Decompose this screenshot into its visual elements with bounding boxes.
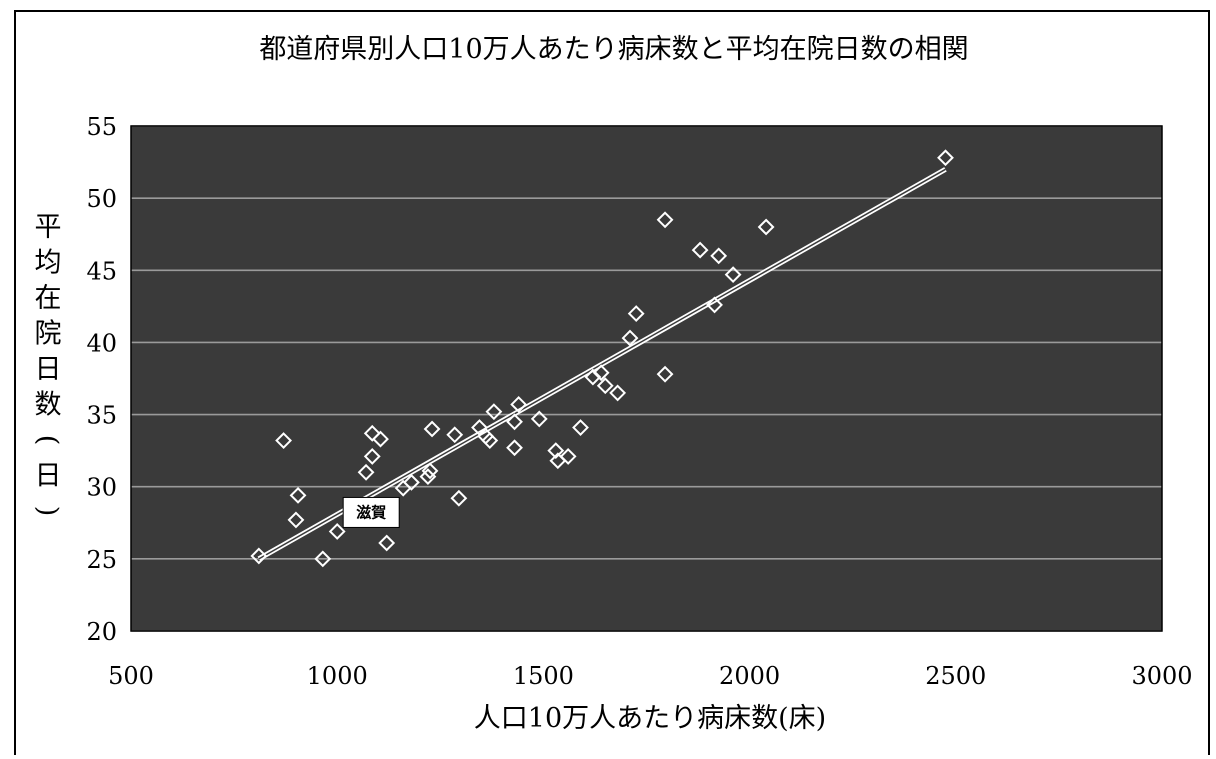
data-point — [627, 305, 645, 322]
trendline-group — [257, 167, 947, 562]
data-point — [584, 368, 602, 386]
annotation-box — [342, 496, 400, 528]
data-points — [250, 149, 954, 568]
y-axis-title-char: 在 — [35, 283, 62, 314]
annotations: 滋賀 — [342, 496, 400, 528]
y-tick-label: 30 — [86, 474, 117, 502]
y-axis-title-char: ) — [32, 506, 63, 517]
gridlines — [130, 125, 1163, 632]
data-point — [421, 462, 439, 480]
data-point — [706, 296, 723, 314]
x-tick-label: 3000 — [1131, 662, 1192, 690]
data-point — [289, 486, 307, 504]
x-tick-label: 2000 — [719, 662, 780, 690]
data-point — [481, 432, 499, 449]
data-point — [363, 448, 381, 465]
y-tick-label: 50 — [86, 185, 117, 213]
chart-frame — [14, 10, 1210, 755]
data-point — [609, 384, 627, 402]
data-point — [596, 377, 614, 395]
data-point — [506, 439, 523, 457]
data-point — [691, 241, 709, 259]
data-point — [510, 396, 528, 413]
data-point — [450, 489, 468, 507]
data-point — [937, 149, 954, 167]
y-tick-label: 35 — [86, 402, 117, 430]
data-point — [423, 420, 441, 438]
data-point — [378, 534, 396, 552]
y-tick-label: 55 — [86, 113, 117, 141]
data-point — [403, 473, 420, 491]
data-point — [656, 211, 674, 229]
data-point — [724, 266, 742, 284]
x-tick-label: 2500 — [925, 662, 986, 690]
chart-title: 都道府県別人口10万人あたり病床数と平均在院日数の相関 — [259, 34, 968, 65]
x-tick-label: 1500 — [513, 662, 574, 690]
data-point — [328, 523, 346, 540]
x-tick-labels: 500 1000 1500 2000 2500 3000 — [108, 662, 1192, 690]
data-point — [275, 432, 293, 449]
data-point — [559, 448, 577, 465]
data-point — [572, 419, 589, 436]
x-axis-title: 人口10万人あたり病床数(床) — [474, 703, 826, 734]
y-axis-title-char: 数 — [35, 390, 62, 421]
y-tick-label: 20 — [86, 618, 117, 646]
data-point — [710, 247, 728, 265]
data-point — [314, 550, 332, 568]
data-point — [506, 413, 523, 431]
data-point — [372, 430, 389, 448]
x-tick-label: 500 — [108, 662, 154, 690]
plot-border — [130, 125, 1163, 632]
trendline-inner — [258, 168, 946, 560]
y-axis-title-char: 平 — [35, 212, 62, 243]
data-point — [547, 442, 565, 460]
x-tick-label: 1000 — [307, 662, 368, 690]
data-point — [656, 365, 674, 383]
data-point — [530, 410, 548, 428]
data-point — [363, 424, 381, 442]
y-tick-labels: 20 25 30 35 40 45 50 55 — [86, 113, 117, 646]
data-point — [621, 329, 639, 347]
data-point — [250, 547, 268, 565]
y-tick-label: 40 — [86, 329, 117, 357]
plot-area — [131, 126, 1162, 631]
data-point — [287, 511, 305, 529]
data-point — [592, 364, 610, 382]
y-tick-label: 25 — [86, 546, 117, 574]
data-point — [757, 218, 775, 236]
data-point — [446, 426, 464, 444]
y-tick-label: 45 — [86, 257, 117, 285]
y-axis-title-char: 均 — [35, 248, 62, 279]
annotation-label: 滋賀 — [356, 503, 386, 521]
y-axis-title-char: 日 — [35, 354, 62, 385]
y-axis-title: 平均在院日数(日) — [32, 212, 63, 516]
y-axis-title-char: ( — [32, 435, 63, 446]
y-axis-title-char: 院 — [35, 319, 62, 350]
data-point — [485, 403, 503, 421]
data-point — [357, 463, 375, 481]
y-axis-title-char: 日 — [35, 461, 62, 492]
